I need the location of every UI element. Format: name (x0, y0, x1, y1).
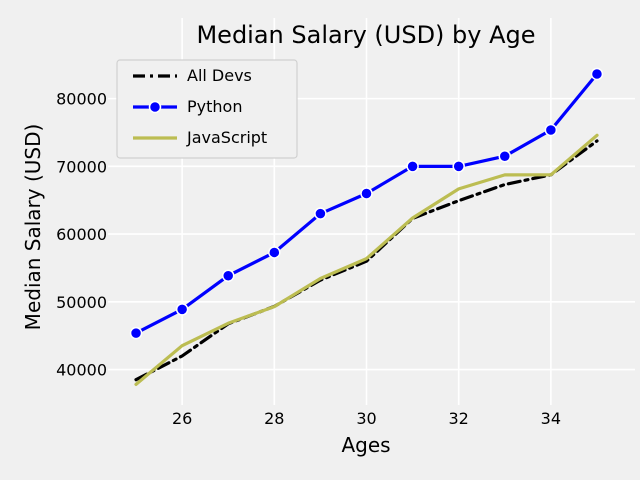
series-point-python (221, 269, 235, 282)
series-point-python (360, 187, 373, 200)
series-point-python (129, 326, 143, 340)
series-point-python (314, 207, 327, 220)
legend-label: JavaScript (186, 128, 267, 147)
x-tick-label: 30 (356, 409, 376, 428)
y-tick-label: 40000 (56, 361, 107, 380)
x-tick-label: 34 (541, 409, 561, 428)
legend-label: All Devs (187, 66, 252, 85)
series-layer (129, 67, 604, 386)
legend-items: All Devs Python JavaScript (133, 66, 267, 147)
y-tick-label: 50000 (56, 293, 107, 312)
legend-label: Python (187, 97, 242, 116)
legend-marker (148, 100, 162, 114)
y-axis-label: Median Salary (USD) (21, 124, 45, 331)
series-point-python (175, 303, 189, 316)
x-tick-label: 32 (449, 409, 469, 428)
y-tick-label: 60000 (56, 225, 107, 244)
series-line-all-devs (134, 139, 599, 382)
y-tick-label: 80000 (56, 90, 107, 109)
legend-frame (116, 59, 298, 159)
legend: All Devs Python JavaScript (116, 59, 298, 159)
series-point-python (406, 160, 419, 173)
x-axis-label: Ages (341, 433, 390, 457)
x-tick-label: 26 (172, 409, 192, 428)
ticks-layer: 26 28 30 32 34 40000 50000 60000 70000 80000 (56, 90, 561, 428)
series-line-javascript (134, 133, 599, 386)
series-point-python (268, 246, 281, 259)
y-tick-label: 70000 (56, 157, 107, 176)
series-point-python (452, 160, 465, 173)
x-tick-label: 28 (264, 409, 284, 428)
series-point-python (544, 123, 558, 137)
gridlines (108, 18, 635, 405)
series-point-python (498, 149, 512, 163)
chart-title: Median Salary (USD) by Age (196, 21, 535, 49)
series-point-python (590, 67, 604, 81)
